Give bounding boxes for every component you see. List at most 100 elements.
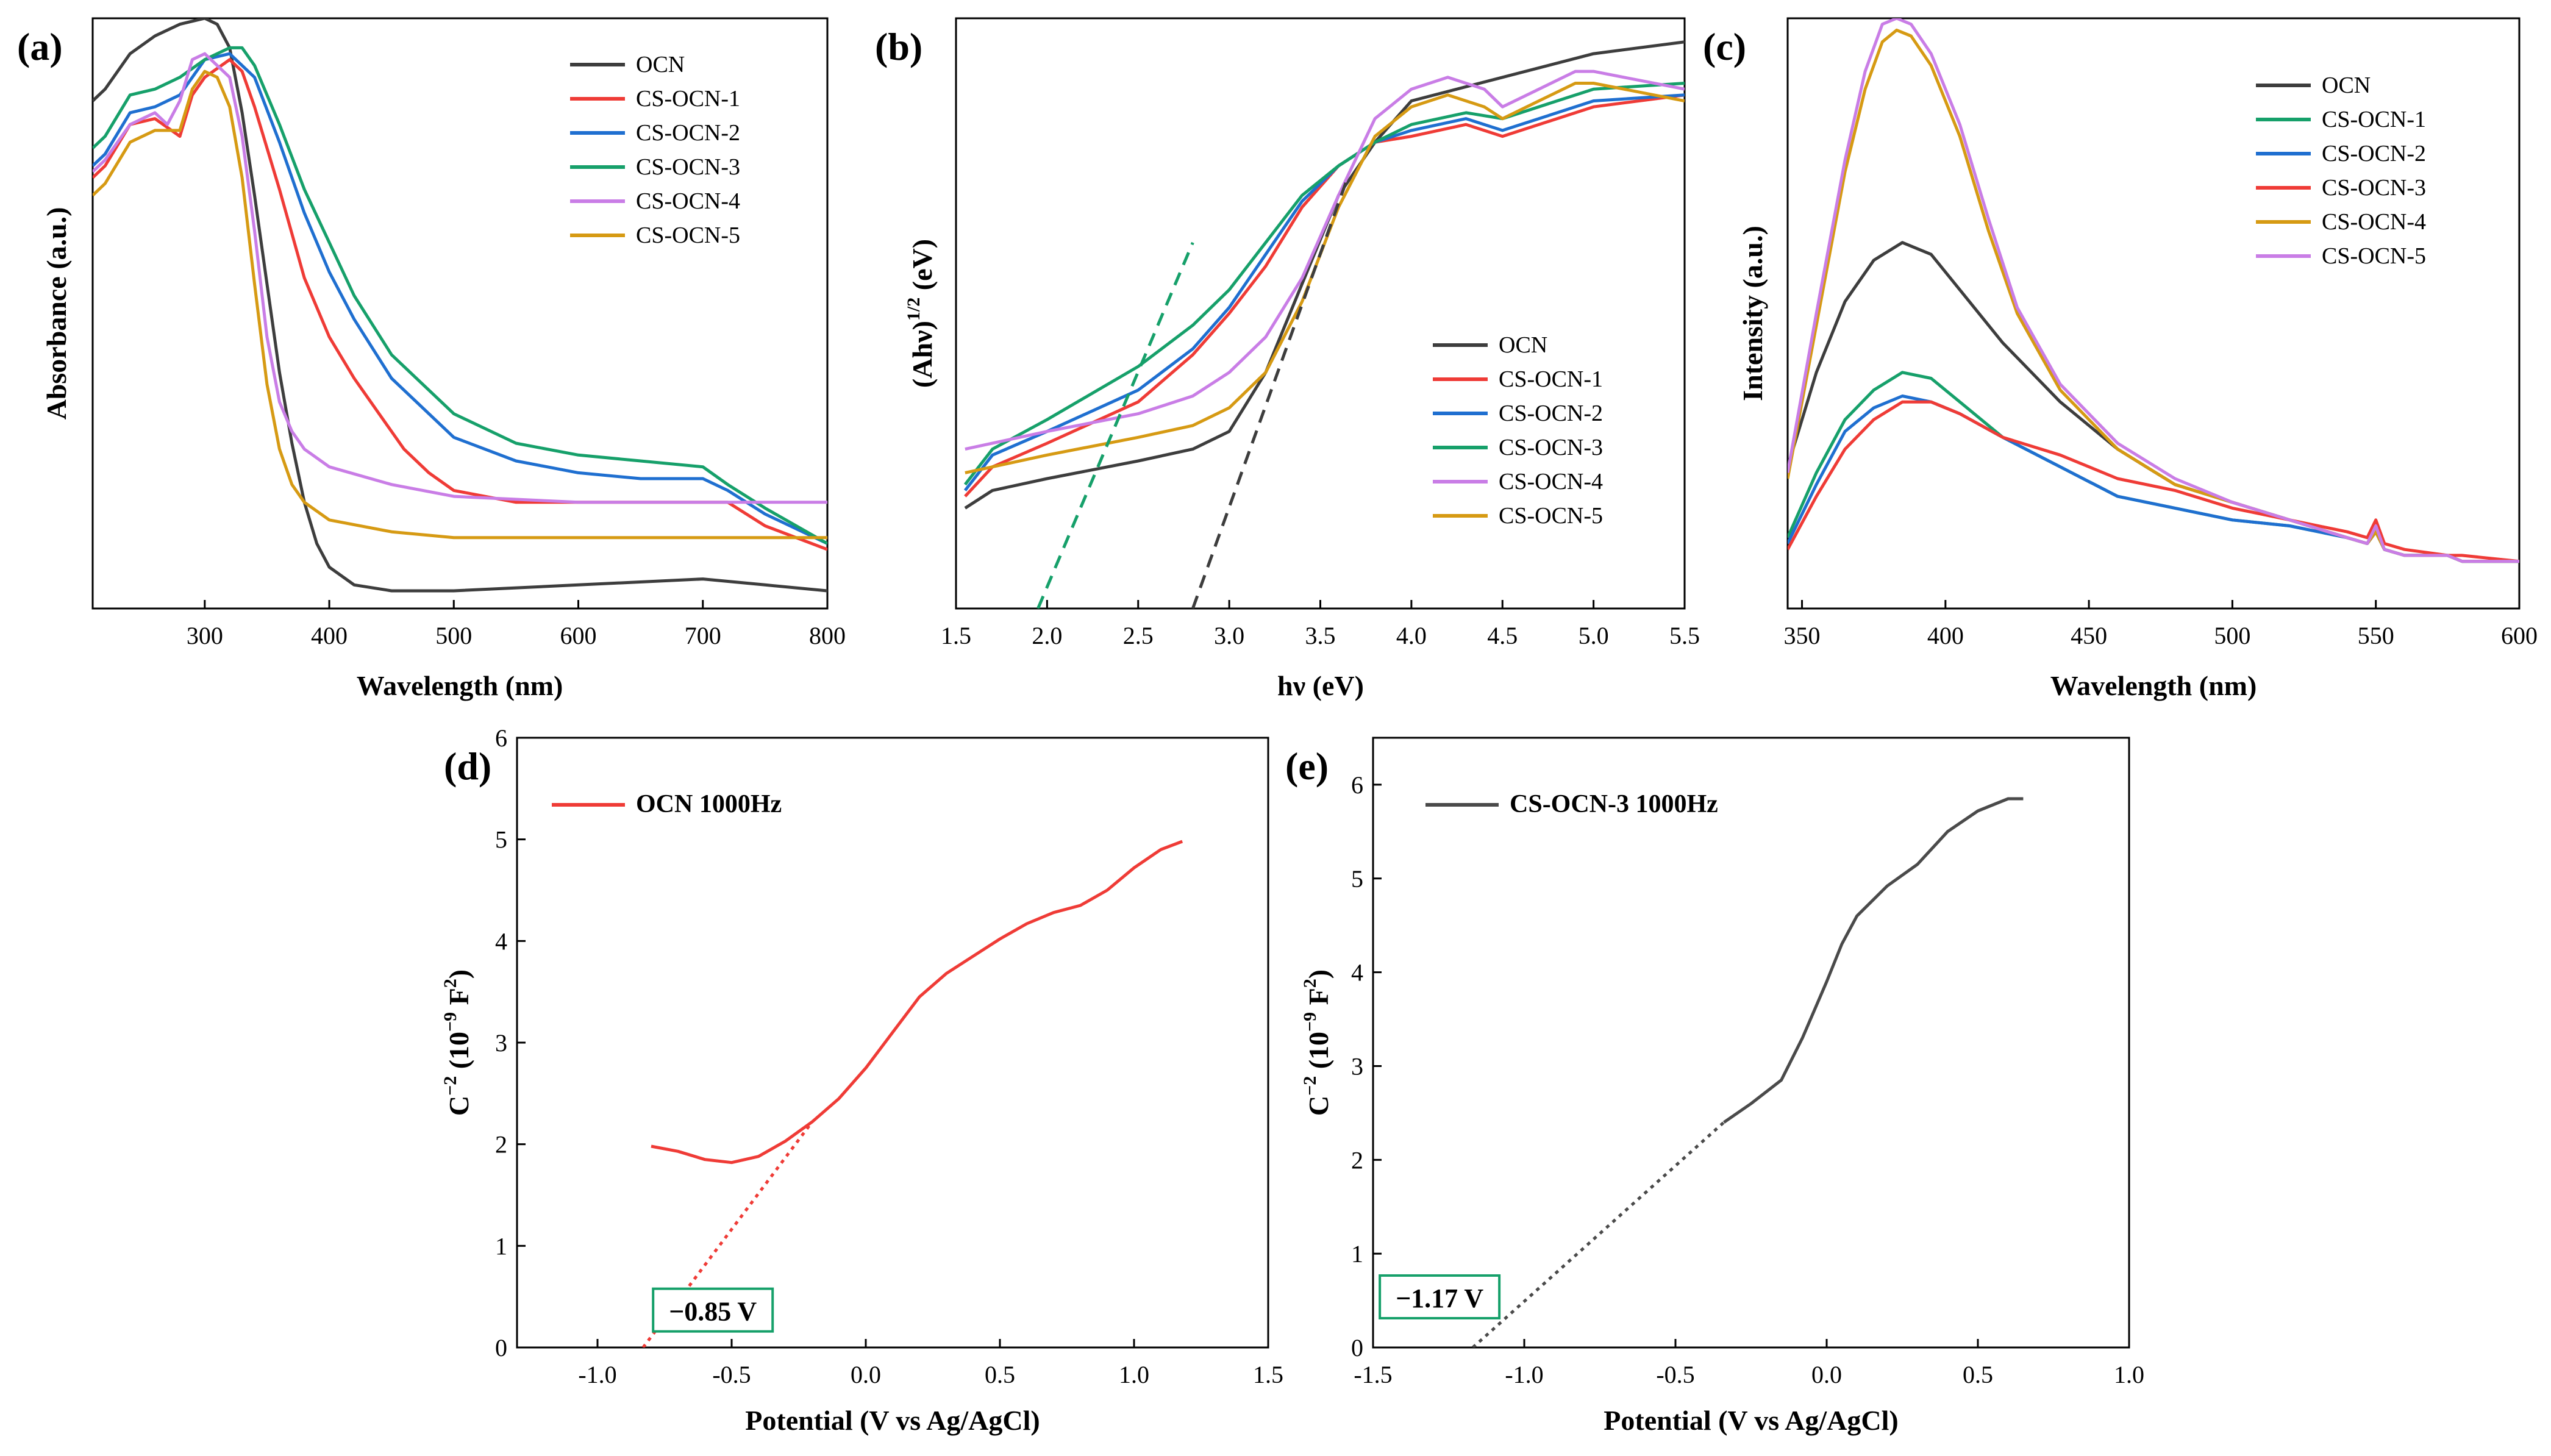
y-axis-title-d-mid2: F (443, 988, 474, 1012)
x-tick-label-b-5: 5.0 (1579, 622, 1609, 649)
legend-label-b-5: CS-OCN-5 (1499, 503, 1603, 529)
legend-e: CS-OCN-3 1000Hz (1425, 790, 1718, 818)
legend-label-a-0: OCN (636, 52, 685, 77)
y-tick-label-e-5: 5 (1351, 865, 1363, 893)
x-tick-label-c-400: 400 (1927, 622, 1964, 649)
series-line-b-3 (963, 82, 1685, 486)
legend-c: OCN CS-OCN-1 CS-OCN-2 CS-OCN-3 CS-OCN-4 CS-OC… (2256, 73, 2426, 269)
y-axis-title-e-mid2: F (1303, 988, 1334, 1012)
y-tick-label-d-4: 4 (495, 927, 507, 955)
plot-frame-a (91, 17, 829, 610)
y-axis-title-d-sup2: −9 (440, 1012, 460, 1032)
x-ticks-b: 1.5 2.0 2.5 3.0 3.5 4.0 4.5 5.0 5.5 (941, 600, 1700, 649)
x-tick-label-b-5-5: 5.5 (1669, 622, 1700, 649)
plot-frame-e (1372, 737, 2130, 1349)
legend-label-a-5: CS-OCN-5 (636, 223, 740, 248)
y-ticks-d: 0 1 2 3 4 5 6 (495, 724, 526, 1361)
legend-label-b-2: CS-OCN-2 (1499, 401, 1603, 426)
x-tick-label-a-300: 300 (187, 622, 223, 649)
series-line-c-5 (1788, 18, 2519, 563)
legend-d: OCN 1000Hz (552, 790, 782, 818)
x-tick-label-c-600: 600 (2501, 622, 2538, 649)
x-tick-label-b-4: 4.0 (1396, 622, 1427, 649)
series-line-e-0 (1722, 797, 2024, 1124)
legend-label-b-3: CS-OCN-3 (1499, 435, 1603, 460)
tangent-line-b-0 (1036, 241, 1194, 608)
panel-label-c: (c) (1703, 25, 1746, 68)
y-tick-label-d-1: 1 (495, 1232, 507, 1260)
x-axis-title-d: Potential (V vs Ag/AgCl) (745, 1405, 1040, 1436)
annotation-text-e: −1.17 V (1396, 1283, 1483, 1313)
legend-label-a-4: CS-OCN-4 (636, 188, 740, 214)
series-line-a-2 (93, 52, 827, 545)
x-tick-label-a-400: 400 (311, 622, 348, 649)
legend-label-b-1: CS-OCN-1 (1499, 366, 1603, 392)
panel-label-b: (b) (875, 25, 922, 68)
x-tick-label-b-1-5: 1.5 (941, 622, 971, 649)
y-axis-title-e-end: ) (1303, 969, 1334, 979)
x-tick-label-e--0-5: -0.5 (1656, 1361, 1694, 1388)
legend-label-c-3: CS-OCN-3 (2322, 175, 2426, 201)
panel-label-d: (d) (444, 744, 491, 788)
y-axis-title-e: C−2 (10−9 F2) (1300, 969, 1334, 1116)
x-ticks-c: 350 400 450 500 550 600 (1784, 600, 2538, 649)
x-tick-label-d--0-5: -0.5 (712, 1361, 751, 1388)
y-tick-label-e-1: 1 (1351, 1240, 1363, 1268)
x-tick-label-d-1: 1.0 (1119, 1361, 1149, 1388)
x-axis-title-a: Wavelength (nm) (357, 670, 563, 701)
y-axis-title-e-sup1: −2 (1300, 1076, 1320, 1096)
y-tick-label-d-2: 2 (495, 1131, 507, 1158)
annotation-e: −1.17 V (1379, 1274, 1501, 1319)
panel-label-a: (a) (17, 25, 63, 68)
x-axis-title-c: Wavelength (nm) (2050, 670, 2257, 701)
plot-frame-c (1786, 17, 2521, 610)
panel-e: (e) -1.5 -1.0 -0.5 0.0 0.5 1.0 0 1 2 3 4 5 6 Potent… (1285, 737, 2144, 1436)
legend-label-c-4: CS-OCN-4 (2322, 209, 2426, 235)
x-tick-label-a-500: 500 (435, 622, 472, 649)
x-tick-label-b-3: 3.0 (1214, 622, 1244, 649)
y-axis-title-d-sup1: −2 (440, 1076, 460, 1096)
series-line-c-3 (1788, 400, 2519, 563)
plot-frame-d (516, 737, 1269, 1349)
y-axis-title-c: Intensity (a.u.) (1737, 226, 1768, 401)
marks-e (1472, 797, 2024, 1347)
x-tick-label-e--1-5: -1.5 (1354, 1361, 1392, 1388)
y-axis-title-b-suffix: (eV) (907, 239, 938, 298)
x-tick-label-c-550: 550 (2358, 622, 2394, 649)
legend-b: OCN CS-OCN-1 CS-OCN-2 CS-OCN-3 CS-OCN-4 CS-OC… (1433, 332, 1603, 529)
series-line-c-2 (1788, 394, 2519, 563)
legend-label-a-1: CS-OCN-1 (636, 86, 740, 112)
y-axis-title-e-mid: (10 (1303, 1032, 1334, 1076)
y-axis-title-b-sup: 1/2 (904, 298, 924, 321)
panel-d: (d) -1.0 -0.5 0.0 0.5 1.0 1.5 0 1 2 3 4 5 6 Potenti… (440, 724, 1283, 1436)
panel-a: (a) 300 400 500 600 700 800 Wavelength (nm) A… (17, 17, 846, 701)
x-tick-label-e-0-5: 0.5 (1963, 1361, 1993, 1388)
series-line-b-4 (965, 70, 1685, 451)
legend-label-c-2: CS-OCN-2 (2322, 141, 2426, 166)
y-axis-title-b-base: (Ahν) (907, 321, 938, 388)
panel-label-e: (e) (1285, 744, 1329, 788)
y-ticks-e: 0 1 2 3 4 5 6 (1351, 771, 1382, 1361)
legend-label-a-3: CS-OCN-3 (636, 154, 740, 180)
x-tick-label-e-0: 0.0 (1811, 1361, 1842, 1388)
legend-label-a-2: CS-OCN-2 (636, 120, 740, 146)
series-line-b-5 (965, 82, 1685, 474)
annotation-box-e (1379, 1274, 1501, 1319)
y-tick-label-e-3: 3 (1351, 1052, 1363, 1080)
series-line-a-4 (93, 52, 827, 504)
y-tick-label-e-4: 4 (1351, 959, 1363, 987)
x-tick-label-c-350: 350 (1784, 622, 1821, 649)
x-tick-label-b-2-5: 2.5 (1123, 622, 1154, 649)
series-line-b-2 (963, 93, 1685, 491)
x-tick-label-d-0-5: 0.5 (985, 1361, 1015, 1388)
series-line-b-0 (964, 40, 1685, 510)
x-axis-title-b: hν (eV) (1277, 670, 1364, 701)
legend-a: OCN CS-OCN-1 CS-OCN-2 CS-OCN-3 CS-OCN-4 CS-OC… (570, 52, 740, 248)
tangent-line-b-1 (1191, 177, 1349, 608)
x-axis-title-e: Potential (V vs Ag/AgCl) (1604, 1405, 1898, 1436)
series-line-a-5 (93, 70, 827, 540)
annotation-d: −0.85 V (652, 1287, 774, 1333)
x-tick-label-d-1-5: 1.5 (1253, 1361, 1283, 1388)
y-tick-label-e-0: 0 (1351, 1334, 1363, 1361)
